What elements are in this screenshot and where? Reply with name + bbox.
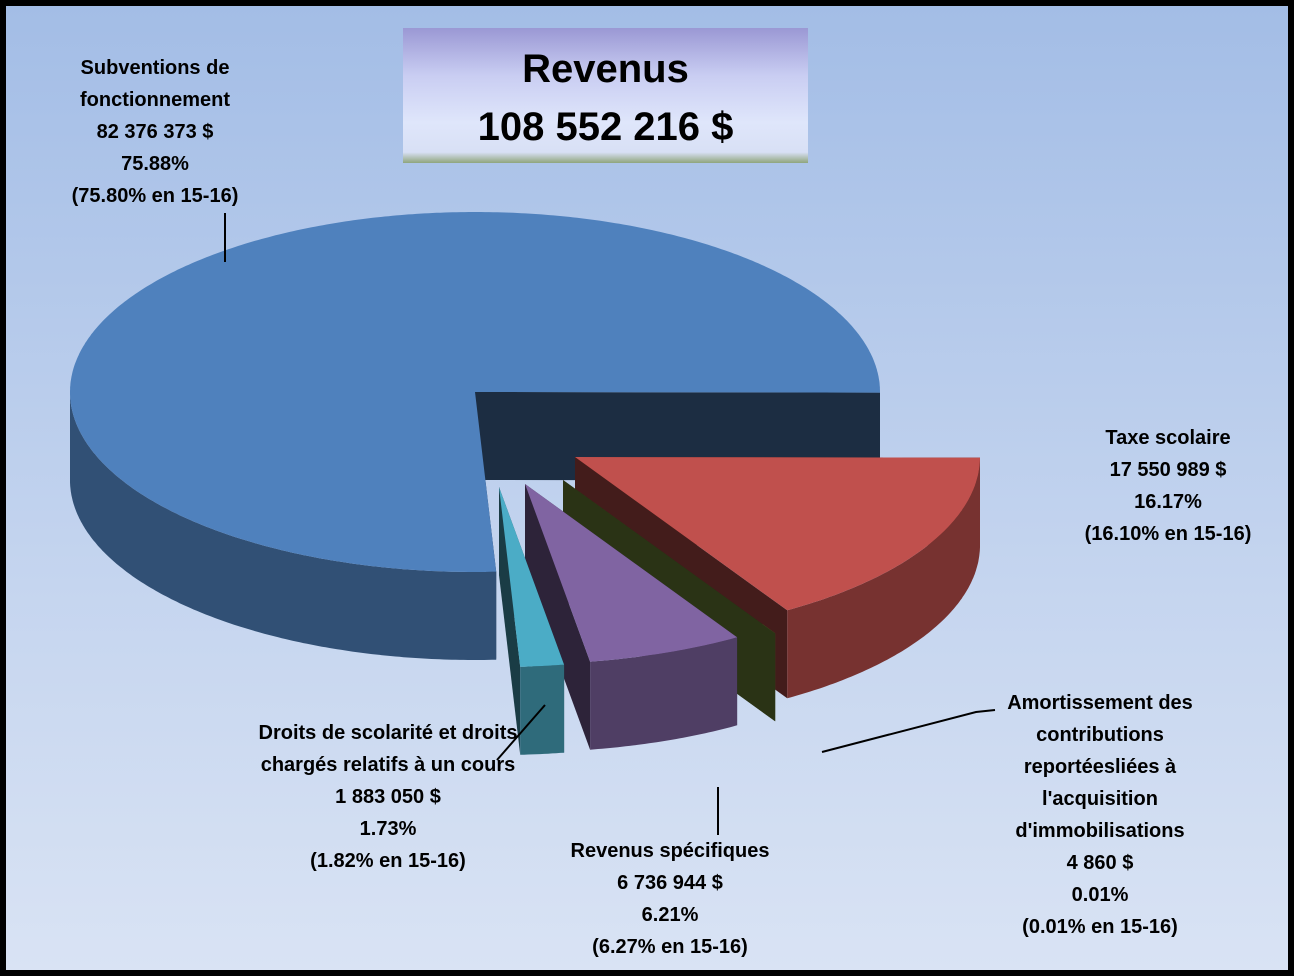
previous-labels: (1.82% en 15-16) bbox=[310, 850, 466, 872]
percent-labels: 16.17% bbox=[1134, 491, 1202, 513]
leader-lines bbox=[224, 213, 996, 835]
percent-labels: 0.01% bbox=[1071, 884, 1129, 906]
slice-wall bbox=[787, 457, 980, 699]
slice bbox=[70, 212, 880, 572]
categories: Revenus spécifiques bbox=[570, 840, 770, 862]
leader-line bbox=[496, 704, 546, 761]
value-labels: 1 883 050 $ bbox=[335, 786, 441, 808]
value-labels: 17 550 989 $ bbox=[1109, 459, 1227, 481]
categories: Subventions de fonctionnement bbox=[80, 57, 230, 111]
slice-label: Revenus spécifiques 6 736 944 $ 6.21% (6.27… bbox=[540, 835, 800, 963]
slice-wall bbox=[590, 637, 738, 750]
percent-labels: 1.73% bbox=[359, 818, 417, 840]
categories: Amortissement des contributions reportée… bbox=[1007, 692, 1193, 842]
slice bbox=[563, 480, 776, 634]
slice-side bbox=[499, 487, 521, 755]
pie-plot bbox=[70, 212, 996, 835]
value-labels: 6 736 944 $ bbox=[617, 872, 723, 894]
slice-label: Taxe scolaire 17 550 989 $ 16.17% (16.10% e… bbox=[1058, 422, 1278, 550]
previous-labels: (16.10% en 15-16) bbox=[1084, 523, 1252, 545]
slice bbox=[499, 487, 565, 667]
leader-line bbox=[821, 709, 996, 753]
slice-label: Droits de scolarité et droits chargés re… bbox=[258, 717, 518, 877]
categories: Taxe scolaire bbox=[1105, 427, 1231, 449]
title-box: Revenus 108 552 216 $ bbox=[403, 28, 808, 163]
slice-side bbox=[525, 484, 591, 750]
previous-labels: (0.01% en 15-16) bbox=[1022, 916, 1178, 938]
chart-title: Revenus bbox=[522, 47, 689, 91]
previous-labels: (75.80% en 15-16) bbox=[71, 185, 239, 207]
slice-wall bbox=[70, 392, 497, 660]
slice bbox=[525, 484, 738, 662]
value-labels: 82 376 373 $ bbox=[96, 121, 214, 143]
previous-labels: (6.27% en 15-16) bbox=[592, 936, 748, 958]
categories: Droits de scolarité et droits chargés re… bbox=[258, 722, 518, 776]
chart-subtitle: 108 552 216 $ bbox=[477, 105, 734, 149]
slice-label: Amortissement des contributions reportée… bbox=[985, 687, 1215, 943]
percent-labels: 6.21% bbox=[641, 904, 699, 926]
percent-labels: 75.88% bbox=[121, 153, 189, 175]
slice bbox=[575, 457, 980, 611]
slice-label: Subventions de fonctionnement 82 376 373 … bbox=[35, 52, 275, 212]
value-labels: 4 860 $ bbox=[1066, 852, 1134, 874]
